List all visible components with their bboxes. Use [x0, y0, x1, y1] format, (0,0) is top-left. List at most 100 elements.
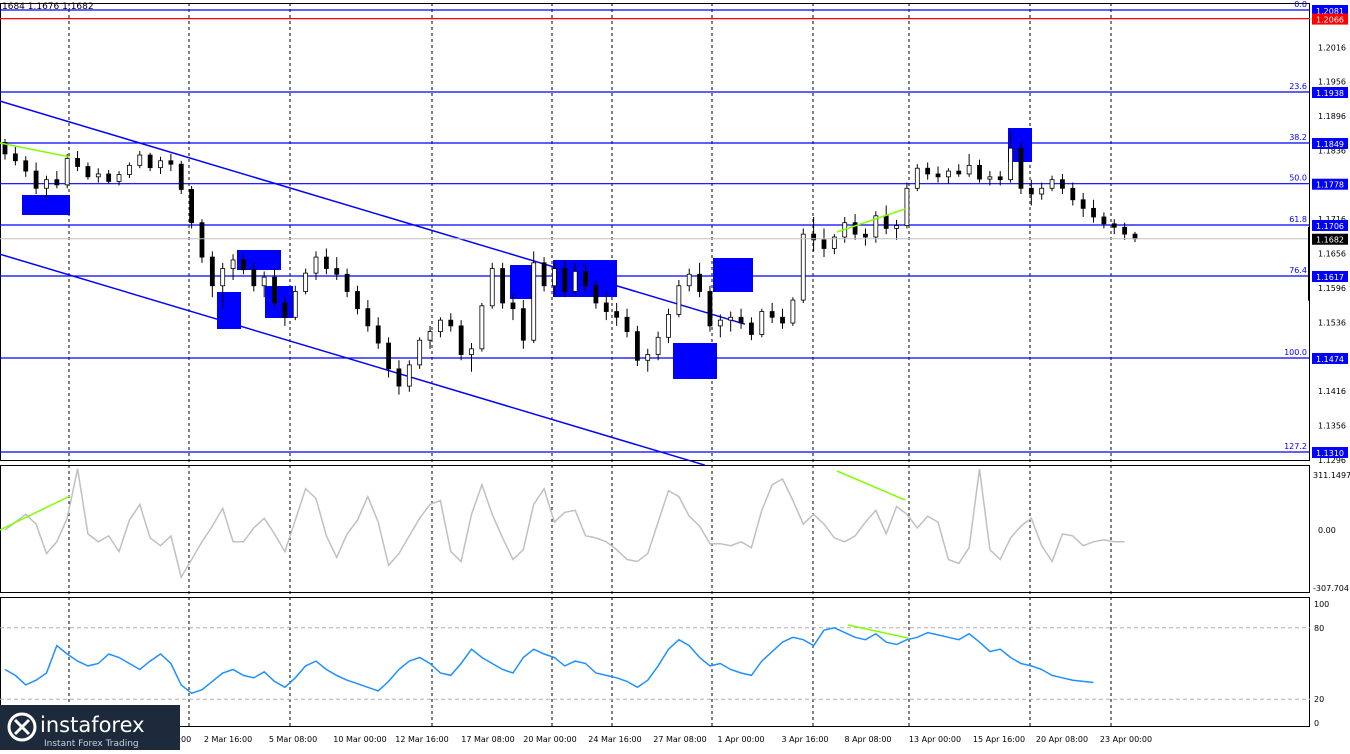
channel-lower-line: [0, 253, 706, 466]
price-badge-label: 1.2081: [1316, 7, 1344, 16]
candle-body: [510, 302, 516, 310]
candle-body: [417, 339, 423, 366]
candle-body: [85, 166, 91, 178]
highlight-box: [713, 258, 753, 292]
price-badge-label: 1.1310: [1316, 449, 1344, 458]
price-tick-label: 1.2016: [1318, 43, 1346, 52]
cci-pane-frame: [0, 465, 1310, 593]
candle-body: [572, 271, 578, 292]
time-axis-label: 2 Mar 16:00: [204, 735, 252, 744]
rsi-level-label: 80: [1314, 624, 1324, 633]
price-badge-bg: [1312, 13, 1348, 25]
candle-body: [199, 222, 205, 258]
candle-body: [12, 153, 18, 162]
price-badge-label: 1.2066: [1316, 16, 1344, 25]
candle-body: [987, 176, 993, 180]
candle-body: [116, 174, 122, 182]
price-tick-label: 1.1716: [1318, 215, 1346, 224]
candle-body: [386, 342, 391, 370]
candle-body: [220, 268, 226, 287]
candle-body: [54, 179, 60, 186]
candle-body: [634, 331, 640, 361]
time-axis-label: 24 Mar 16:00: [588, 735, 641, 744]
candle-body: [147, 154, 153, 169]
time-axis-label: 3 Apr 16:00: [781, 735, 828, 744]
candle-body: [95, 173, 101, 178]
candle-body: [769, 311, 775, 318]
candle-body: [158, 160, 163, 169]
current-price-badge-bg: [1312, 233, 1348, 245]
rsi-level-label: 20: [1314, 695, 1324, 704]
candle-body: [313, 256, 319, 274]
time-axis-label: 1 Apr 00:00: [717, 735, 764, 744]
fib-level-label: 23.6: [1289, 82, 1307, 91]
candle-body: [977, 164, 982, 180]
candle-body: [1122, 226, 1128, 235]
divergence-line: [836, 208, 906, 233]
candle-body: [168, 160, 174, 165]
candle-body: [23, 160, 29, 172]
price-pane: 0.0 23.6 38.2 50.0 61.8 76.4 100.0 127.2: [0, 0, 1310, 466]
candle-body: [1039, 187, 1045, 195]
price-badge-label: 1.1617: [1316, 273, 1344, 282]
candle-body: [583, 271, 588, 287]
time-axis-label: 23 Apr 00:00: [1100, 735, 1152, 744]
time-axis-label: 10 Mar 00:00: [333, 735, 386, 744]
candle-body: [624, 316, 630, 333]
candle-body: [1080, 199, 1086, 209]
candle-body: [282, 302, 288, 318]
price-badge-bg: [1312, 5, 1348, 16]
candle-body: [1111, 223, 1117, 228]
highlight-box: [22, 195, 70, 215]
candle-body: [707, 291, 713, 327]
candle-body: [64, 158, 70, 186]
candle-body: [821, 239, 827, 249]
candle-body: [1091, 207, 1096, 218]
candle-body: [1018, 147, 1024, 189]
price-badge-bg: [1312, 86, 1348, 98]
candle-body: [438, 319, 443, 333]
candle-body: [883, 215, 889, 229]
price-badge-label: 1.1474: [1316, 355, 1344, 364]
candle-body: [749, 322, 754, 335]
candle-body: [375, 325, 381, 344]
time-axis-label: 13 Apr 00:00: [909, 735, 961, 744]
candle-body: [396, 368, 402, 387]
price-badge: 1.2066: [1312, 13, 1348, 25]
candle-body: [344, 273, 350, 292]
candle-body: [427, 331, 433, 341]
candle-body: [127, 164, 132, 175]
axis-layer: 1.20161.19561.18961.18361.17761.17161.16…: [139, 5, 1350, 744]
time-axis-label: 17 Mar 08:00: [461, 735, 514, 744]
candle-body: [1101, 216, 1107, 225]
cci-pane: [0, 468, 1125, 580]
candle-body: [614, 311, 620, 318]
price-tick-label: 1.1956: [1318, 78, 1346, 87]
candle-body: [1028, 187, 1034, 195]
price-badge: 1.1617: [1312, 271, 1348, 283]
rsi-level-label: 0: [1314, 719, 1319, 728]
candle-body: [479, 305, 485, 350]
candle-body: [831, 236, 837, 249]
highlight-box: [217, 292, 241, 329]
candle-body: [686, 273, 692, 287]
rsi-pane-frame: [0, 597, 1310, 727]
price-badge-label: 1.1778: [1316, 181, 1344, 190]
price-badge-bg: [1312, 219, 1348, 231]
candle-body: [1060, 179, 1065, 189]
candle-body: [966, 164, 972, 175]
price-tick-label: 1.1416: [1318, 387, 1346, 396]
candle-body: [500, 268, 506, 304]
time-axis-label: 15 Apr 16:00: [973, 735, 1025, 744]
price-badge-label: 1.1849: [1316, 140, 1344, 149]
instaforex-logo: instaforex Instant Forex Trading: [0, 705, 180, 750]
price-badge: 1.2081: [1312, 5, 1348, 16]
candle-body: [728, 316, 734, 321]
candle-body: [303, 272, 309, 292]
candle-body: [292, 291, 298, 318]
candle-body: [945, 170, 951, 178]
candle-body: [448, 319, 454, 327]
candle-body: [852, 222, 858, 235]
